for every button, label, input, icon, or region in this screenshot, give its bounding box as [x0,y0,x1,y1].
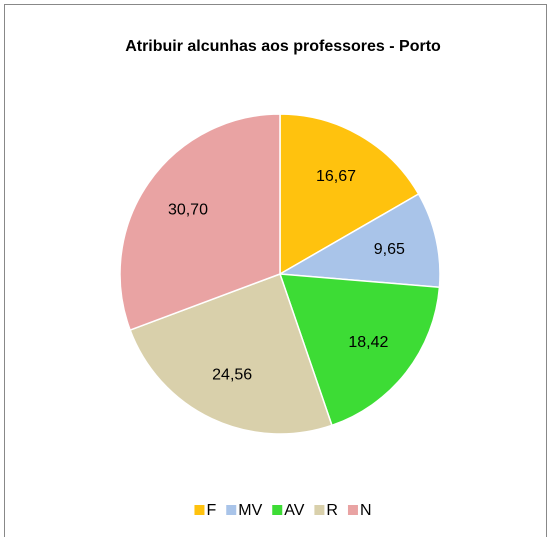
legend-label: N [360,502,372,519]
data-label: 24,56 [212,366,252,383]
data-label: 16,67 [316,168,356,185]
legend-swatch [194,505,205,515]
legend-swatch [226,505,237,515]
pie-slice [129,273,333,435]
pie-slice [277,193,441,289]
legend-label: MV [238,502,262,519]
data-label: 18,42 [348,334,388,351]
pie-slice [119,113,281,332]
legend-label: F [206,502,216,519]
legend-label: AV [284,502,304,519]
pie-slice [278,273,441,427]
legend-swatch [314,505,325,515]
chart-title: Atribuir alcunhas aos professores - Port… [125,38,441,55]
legend-label: R [326,502,338,519]
pie-slice [279,113,420,276]
data-label: 9,65 [374,241,405,258]
data-label: 30,70 [168,201,208,218]
legend-swatch [272,505,283,515]
legend-swatch [347,505,358,515]
